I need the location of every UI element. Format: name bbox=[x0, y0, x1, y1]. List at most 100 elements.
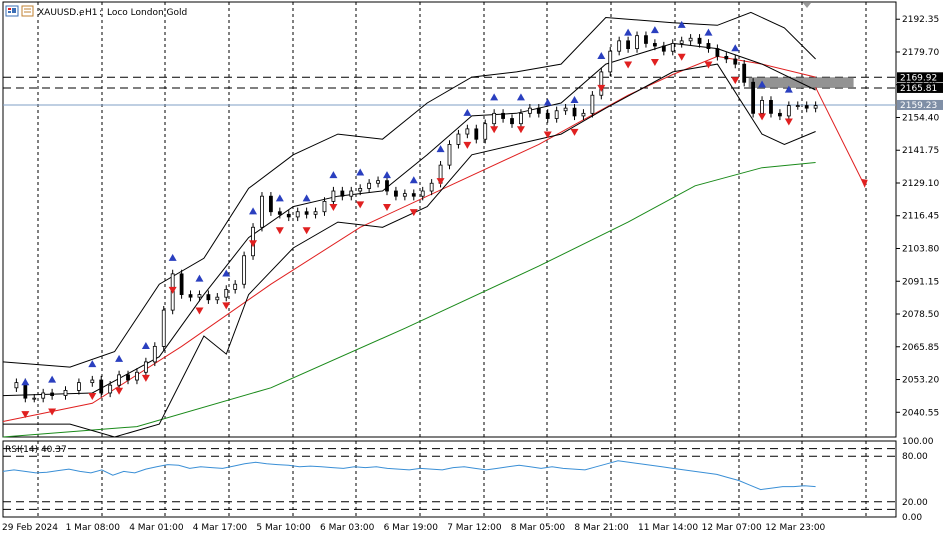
candle[interactable] bbox=[188, 290, 193, 302]
candle[interactable] bbox=[349, 186, 354, 201]
candle[interactable] bbox=[715, 44, 720, 61]
candle[interactable] bbox=[268, 192, 273, 216]
candle[interactable] bbox=[358, 184, 363, 196]
candle[interactable] bbox=[313, 207, 318, 219]
candle[interactable] bbox=[90, 375, 95, 387]
candle[interactable] bbox=[14, 378, 19, 392]
candle[interactable] bbox=[554, 106, 559, 123]
candle[interactable] bbox=[536, 104, 541, 118]
candle[interactable] bbox=[447, 140, 452, 170]
candle[interactable] bbox=[599, 67, 604, 100]
candle[interactable] bbox=[804, 101, 809, 113]
candle[interactable] bbox=[32, 394, 37, 403]
chart-menu-icon[interactable] bbox=[21, 5, 34, 17]
candle[interactable] bbox=[117, 370, 121, 390]
candle[interactable] bbox=[465, 124, 470, 139]
candle[interactable] bbox=[510, 114, 514, 128]
candle[interactable] bbox=[376, 176, 380, 188]
candle[interactable] bbox=[242, 251, 247, 289]
candle[interactable] bbox=[456, 129, 461, 149]
candle[interactable] bbox=[572, 104, 577, 121]
candle[interactable] bbox=[697, 34, 702, 48]
candle[interactable] bbox=[501, 109, 505, 123]
candle[interactable] bbox=[545, 109, 550, 123]
candle-body bbox=[786, 105, 791, 117]
candle[interactable] bbox=[260, 192, 264, 232]
candle-layer[interactable] bbox=[14, 31, 818, 403]
candle[interactable] bbox=[608, 47, 613, 77]
scroll-marker-icon[interactable] bbox=[803, 3, 811, 8]
down-fractal-icon bbox=[463, 141, 472, 149]
candle[interactable] bbox=[63, 386, 68, 400]
candle[interactable] bbox=[385, 176, 389, 196]
candle[interactable] bbox=[670, 39, 675, 56]
down-fractal-icon bbox=[570, 128, 579, 136]
up-fractal-icon bbox=[463, 108, 472, 116]
candle[interactable] bbox=[295, 207, 300, 222]
candle[interactable] bbox=[402, 189, 407, 201]
candle[interactable] bbox=[197, 290, 202, 302]
candle[interactable] bbox=[679, 36, 684, 48]
candle[interactable] bbox=[277, 207, 282, 219]
candle[interactable] bbox=[795, 101, 800, 110]
candle[interactable] bbox=[161, 305, 166, 351]
candle[interactable] bbox=[429, 179, 434, 196]
down-fractal-icon bbox=[677, 53, 686, 61]
candle[interactable] bbox=[751, 78, 756, 118]
candle[interactable] bbox=[340, 186, 345, 201]
candle[interactable] bbox=[233, 280, 238, 294]
candle[interactable] bbox=[50, 388, 55, 400]
candle[interactable] bbox=[286, 210, 291, 222]
candle[interactable] bbox=[483, 119, 488, 144]
candle[interactable] bbox=[733, 54, 738, 69]
candle[interactable] bbox=[135, 368, 139, 385]
candle-body bbox=[126, 374, 130, 381]
candle[interactable] bbox=[590, 91, 595, 118]
candle[interactable] bbox=[474, 124, 479, 144]
candle-body bbox=[420, 190, 425, 197]
candle[interactable] bbox=[706, 39, 711, 53]
candle[interactable] bbox=[126, 370, 130, 385]
candle[interactable] bbox=[527, 104, 532, 118]
candle[interactable] bbox=[519, 109, 523, 128]
candle[interactable] bbox=[224, 285, 229, 302]
candle[interactable] bbox=[420, 186, 425, 201]
candle[interactable] bbox=[626, 36, 630, 53]
candle[interactable] bbox=[786, 101, 791, 121]
candle[interactable] bbox=[492, 109, 497, 128]
candle[interactable] bbox=[661, 41, 666, 56]
candle[interactable] bbox=[77, 378, 81, 395]
current-price-label-bg bbox=[897, 99, 943, 110]
candle[interactable] bbox=[635, 31, 639, 53]
candle[interactable] bbox=[99, 375, 104, 398]
candle[interactable] bbox=[152, 342, 157, 367]
candle[interactable] bbox=[778, 109, 782, 121]
candle[interactable] bbox=[563, 104, 568, 115]
candle[interactable] bbox=[769, 96, 773, 118]
candle[interactable] bbox=[617, 36, 622, 56]
candle[interactable] bbox=[581, 109, 586, 121]
candle[interactable] bbox=[813, 101, 818, 113]
candle[interactable] bbox=[411, 189, 416, 201]
candle[interactable] bbox=[215, 293, 220, 304]
candle[interactable] bbox=[322, 197, 327, 216]
candle[interactable] bbox=[652, 39, 657, 51]
candle[interactable] bbox=[41, 388, 46, 403]
candle[interactable] bbox=[143, 357, 148, 377]
candle[interactable] bbox=[688, 34, 693, 45]
candle[interactable] bbox=[724, 52, 729, 64]
candle[interactable] bbox=[367, 179, 372, 193]
y-tick-label: 2192.35 bbox=[902, 15, 939, 25]
candle[interactable] bbox=[394, 186, 398, 201]
candle[interactable] bbox=[331, 186, 336, 206]
candle[interactable] bbox=[742, 60, 747, 87]
chart-window-icon[interactable] bbox=[5, 5, 19, 17]
candle[interactable] bbox=[304, 207, 309, 219]
candle[interactable] bbox=[644, 31, 648, 48]
candle[interactable] bbox=[179, 269, 184, 299]
candle[interactable] bbox=[206, 290, 211, 304]
candle[interactable] bbox=[108, 381, 113, 398]
y-tick-label: 2065.85 bbox=[902, 343, 939, 353]
